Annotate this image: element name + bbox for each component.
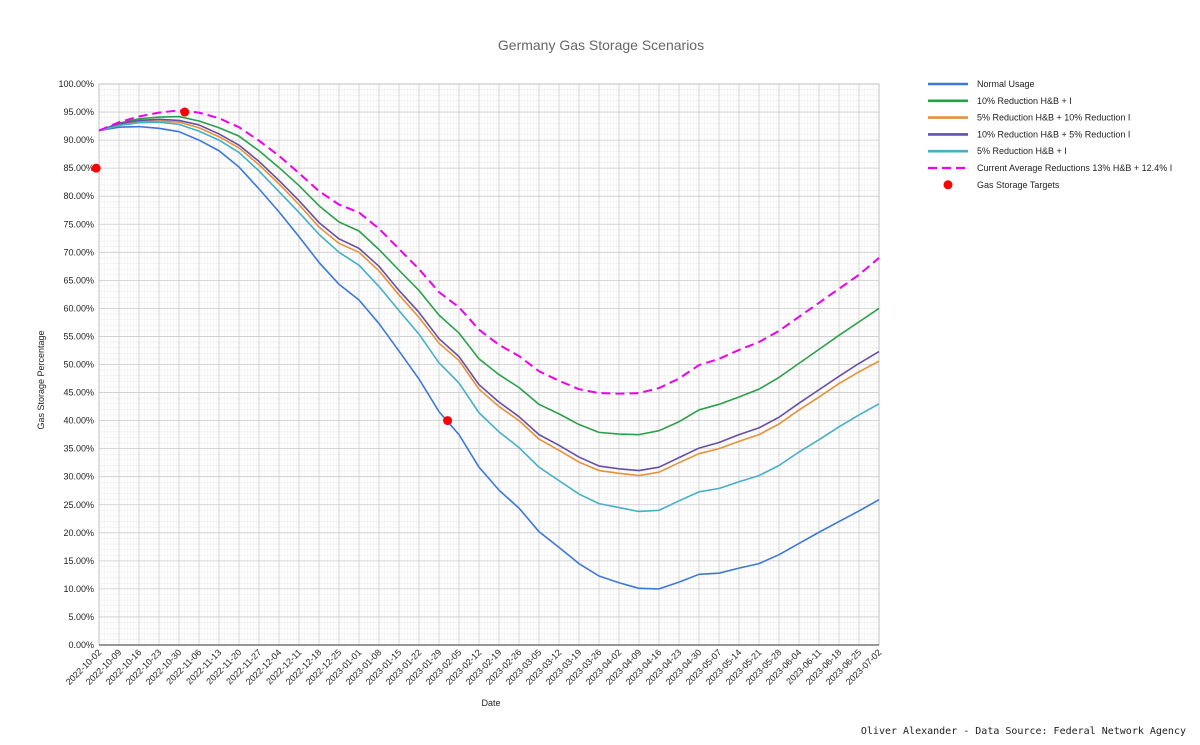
y-tick-label: 75.00% [63, 219, 94, 229]
series-line-4 [98, 118, 880, 472]
y-tick-label: 45.00% [63, 388, 94, 398]
y-tick-label: 5.00% [68, 612, 94, 622]
y-tick-label: 95.00% [63, 107, 94, 117]
grid [98, 83, 880, 646]
y-tick-label: 100.00% [58, 79, 94, 89]
y-tick-label: 90.00% [63, 135, 94, 145]
y-tick-label: 35.00% [63, 444, 94, 454]
axes: 0.00% 5.00% 10.00% 15.00% 20.00% 25.00% 30.00%… [58, 79, 883, 687]
target-point [180, 107, 190, 117]
y-tick-label: 25.00% [63, 500, 94, 510]
y-tick-label: 60.00% [63, 303, 94, 313]
chart-title: Germany Gas Storage Scenarios [498, 37, 704, 53]
legend-label: Gas Storage Targets [977, 180, 1060, 190]
target-point [443, 416, 453, 426]
y-tick-label: 10.00% [63, 584, 94, 594]
source-note: Oliver Alexander - Data Source: Federal … [861, 726, 1186, 737]
series-line-5 [98, 121, 880, 513]
y-tick-label: 0.00% [68, 640, 94, 650]
legend-label: 10% Reduction H&B + 5% Reduction I [977, 129, 1130, 139]
legend: Normal Usage 10% Reduction H&B + I 5% Redu… [928, 79, 1172, 190]
legend-label: Normal Usage [977, 79, 1035, 89]
target-point [91, 163, 101, 173]
legend-swatch [943, 180, 953, 190]
y-tick-label: 15.00% [63, 556, 94, 566]
legend-label: 5% Reduction H&B + 10% Reduction I [977, 113, 1130, 123]
series-line-2 [98, 115, 880, 436]
x-axis-label: Date [481, 698, 500, 708]
legend-label: 10% Reduction H&B + I [977, 96, 1072, 106]
y-tick-label: 55.00% [63, 331, 94, 341]
y-tick-label: 20.00% [63, 528, 94, 538]
y-tick-label: 65.00% [63, 275, 94, 285]
y-tick-label: 30.00% [63, 472, 94, 482]
legend-label: Current Average Reductions 13% H&B + 12.… [977, 163, 1172, 173]
series-line-1 [98, 125, 880, 590]
y-tick-label: 50.00% [63, 360, 94, 370]
y-axis-label: Gas Storage Percentage [36, 330, 46, 429]
series-lines [98, 109, 880, 590]
series-line-6 [98, 109, 880, 395]
target-points [91, 107, 453, 426]
legend-label: 5% Reduction H&B + I [977, 146, 1067, 156]
series-line-3 [98, 120, 880, 477]
y-tick-label: 70.00% [63, 247, 94, 257]
y-tick-label: 80.00% [63, 191, 94, 201]
y-tick-label: 40.00% [63, 416, 94, 426]
y-tick-label: 85.00% [63, 163, 94, 173]
